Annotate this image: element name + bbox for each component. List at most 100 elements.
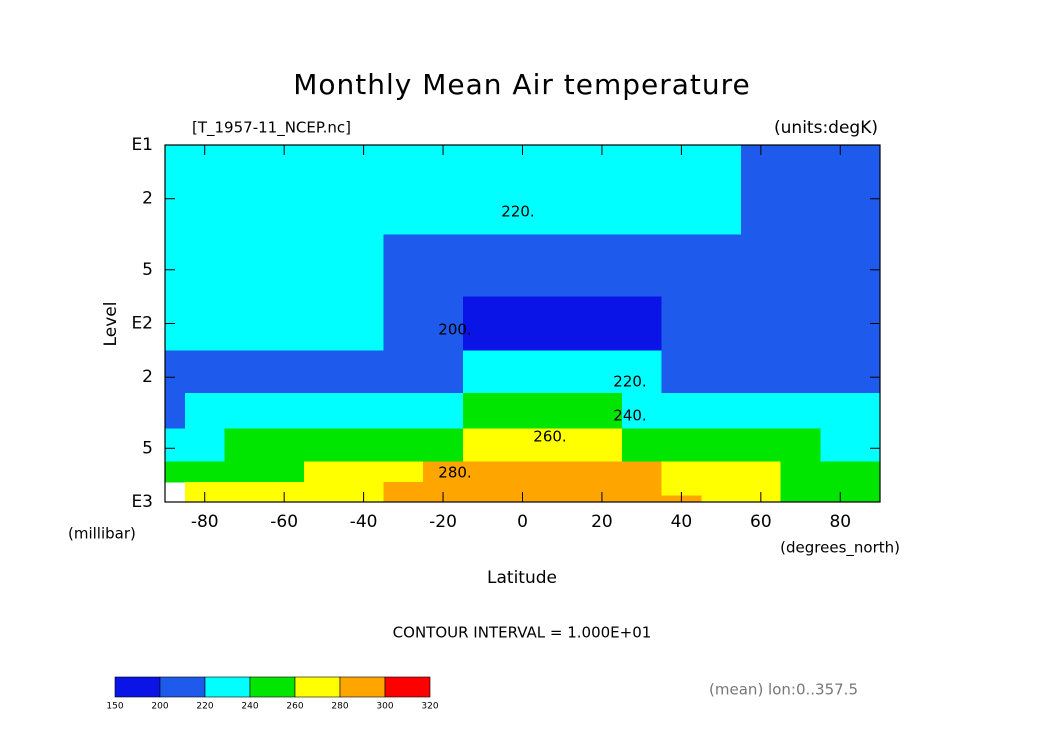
contour-cell — [542, 350, 583, 394]
contour-cell — [304, 350, 345, 394]
contour-cell — [383, 234, 424, 298]
contour-cell — [740, 234, 782, 298]
contour-cell — [224, 350, 265, 394]
contour-cell — [582, 350, 623, 394]
contour-cell — [343, 350, 385, 394]
contour-cell — [462, 461, 504, 483]
contour-cell — [542, 234, 583, 298]
contour-cell — [542, 145, 583, 173]
contour-cell — [740, 350, 782, 394]
chart-title: Monthly Mean Air temperature — [293, 68, 751, 101]
contour-cell — [780, 428, 822, 462]
contour-cell — [502, 481, 543, 497]
dataset-label: [T_1957-11_NCEP.nc] — [192, 119, 351, 138]
contour-cell — [343, 234, 385, 298]
contour-cell — [860, 461, 881, 483]
contour-cell — [701, 392, 742, 430]
contour-cell — [820, 461, 861, 483]
contour-cell — [224, 428, 265, 462]
contour-cell — [661, 392, 702, 430]
contour-cell — [740, 481, 782, 497]
contour-cell — [582, 171, 623, 235]
contour-label: 280. — [438, 464, 471, 482]
contour-cell — [661, 481, 702, 497]
contour-cell — [304, 481, 345, 497]
x-tick-label: 40 — [671, 512, 693, 532]
contour-cell — [542, 495, 583, 503]
contour-cell — [621, 495, 663, 503]
x-tick-label: 60 — [750, 512, 772, 532]
contour-cell — [224, 392, 265, 430]
contour-cell — [343, 392, 385, 430]
contour-cell — [701, 296, 742, 351]
contour-cell — [820, 296, 861, 351]
contour-cell — [701, 428, 742, 462]
contour-cell — [502, 392, 543, 430]
contour-cell — [661, 461, 702, 483]
contour-cell — [621, 171, 663, 235]
y-axis-title: Level — [101, 302, 121, 347]
x-axis-title: Latitude — [487, 568, 557, 588]
contour-cell — [224, 461, 265, 483]
contour-cell — [542, 392, 583, 430]
y-unit-label: (millibar) — [68, 525, 136, 543]
contour-cell — [184, 350, 226, 394]
contour-cell — [383, 481, 424, 497]
contour-field — [165, 145, 881, 503]
contour-cell — [780, 234, 822, 298]
contour-cell — [343, 481, 385, 497]
contour-cell — [462, 392, 504, 430]
contour-cell — [582, 461, 623, 483]
x-tick-label: -40 — [350, 512, 378, 532]
contour-cell — [383, 495, 424, 503]
contour-label: 220. — [501, 203, 534, 221]
contour-cell — [621, 296, 663, 351]
y-tick-label: 2 — [142, 189, 153, 209]
colorbar-label: 150 — [106, 702, 123, 712]
colorbar-label: 320 — [421, 702, 438, 712]
contour-cell — [740, 171, 782, 235]
contour-cell — [740, 296, 782, 351]
contour-cell — [264, 296, 305, 351]
contour-cell — [780, 461, 822, 483]
contour-cell — [165, 392, 186, 430]
contour-cell — [780, 392, 822, 430]
y-tick-label: 5 — [142, 438, 153, 458]
colorbar-swatch — [249, 676, 296, 698]
contour-cell — [740, 461, 782, 483]
contour-cell — [304, 461, 345, 483]
contour-cell — [304, 495, 345, 503]
contour-cell — [343, 296, 385, 351]
contour-cell — [860, 145, 881, 173]
contour-cell — [165, 171, 186, 235]
contour-cell — [462, 171, 504, 235]
contour-cell — [165, 296, 186, 351]
colorbar-label: 220 — [196, 702, 213, 712]
colorbar-label: 260 — [286, 702, 303, 712]
x-tick-label: -20 — [429, 512, 457, 532]
contour-cell — [264, 350, 305, 394]
footnote: (mean) lon:0..357.5 — [709, 681, 858, 699]
colorbar-label: 300 — [376, 702, 393, 712]
colorbar-swatch — [294, 676, 341, 698]
contour-cell — [462, 145, 504, 173]
contour-cell — [423, 350, 464, 394]
contour-cell — [582, 234, 623, 298]
contour-cell — [860, 495, 881, 503]
contour-cell — [165, 461, 186, 483]
contour-cell — [165, 350, 186, 394]
contour-cell — [462, 234, 504, 298]
contour-cell — [165, 145, 186, 173]
x-tick-label: -60 — [270, 512, 298, 532]
contour-cell — [860, 171, 881, 235]
x-tick-label: 20 — [591, 512, 613, 532]
x-tick-label: 80 — [829, 512, 851, 532]
contour-cell — [383, 428, 424, 462]
contour-label: 200. — [438, 321, 471, 339]
contour-cell — [423, 461, 464, 483]
contour-cell — [582, 392, 623, 430]
contour-cell — [383, 296, 424, 351]
contour-cell — [502, 350, 543, 394]
contour-cell — [502, 461, 543, 483]
